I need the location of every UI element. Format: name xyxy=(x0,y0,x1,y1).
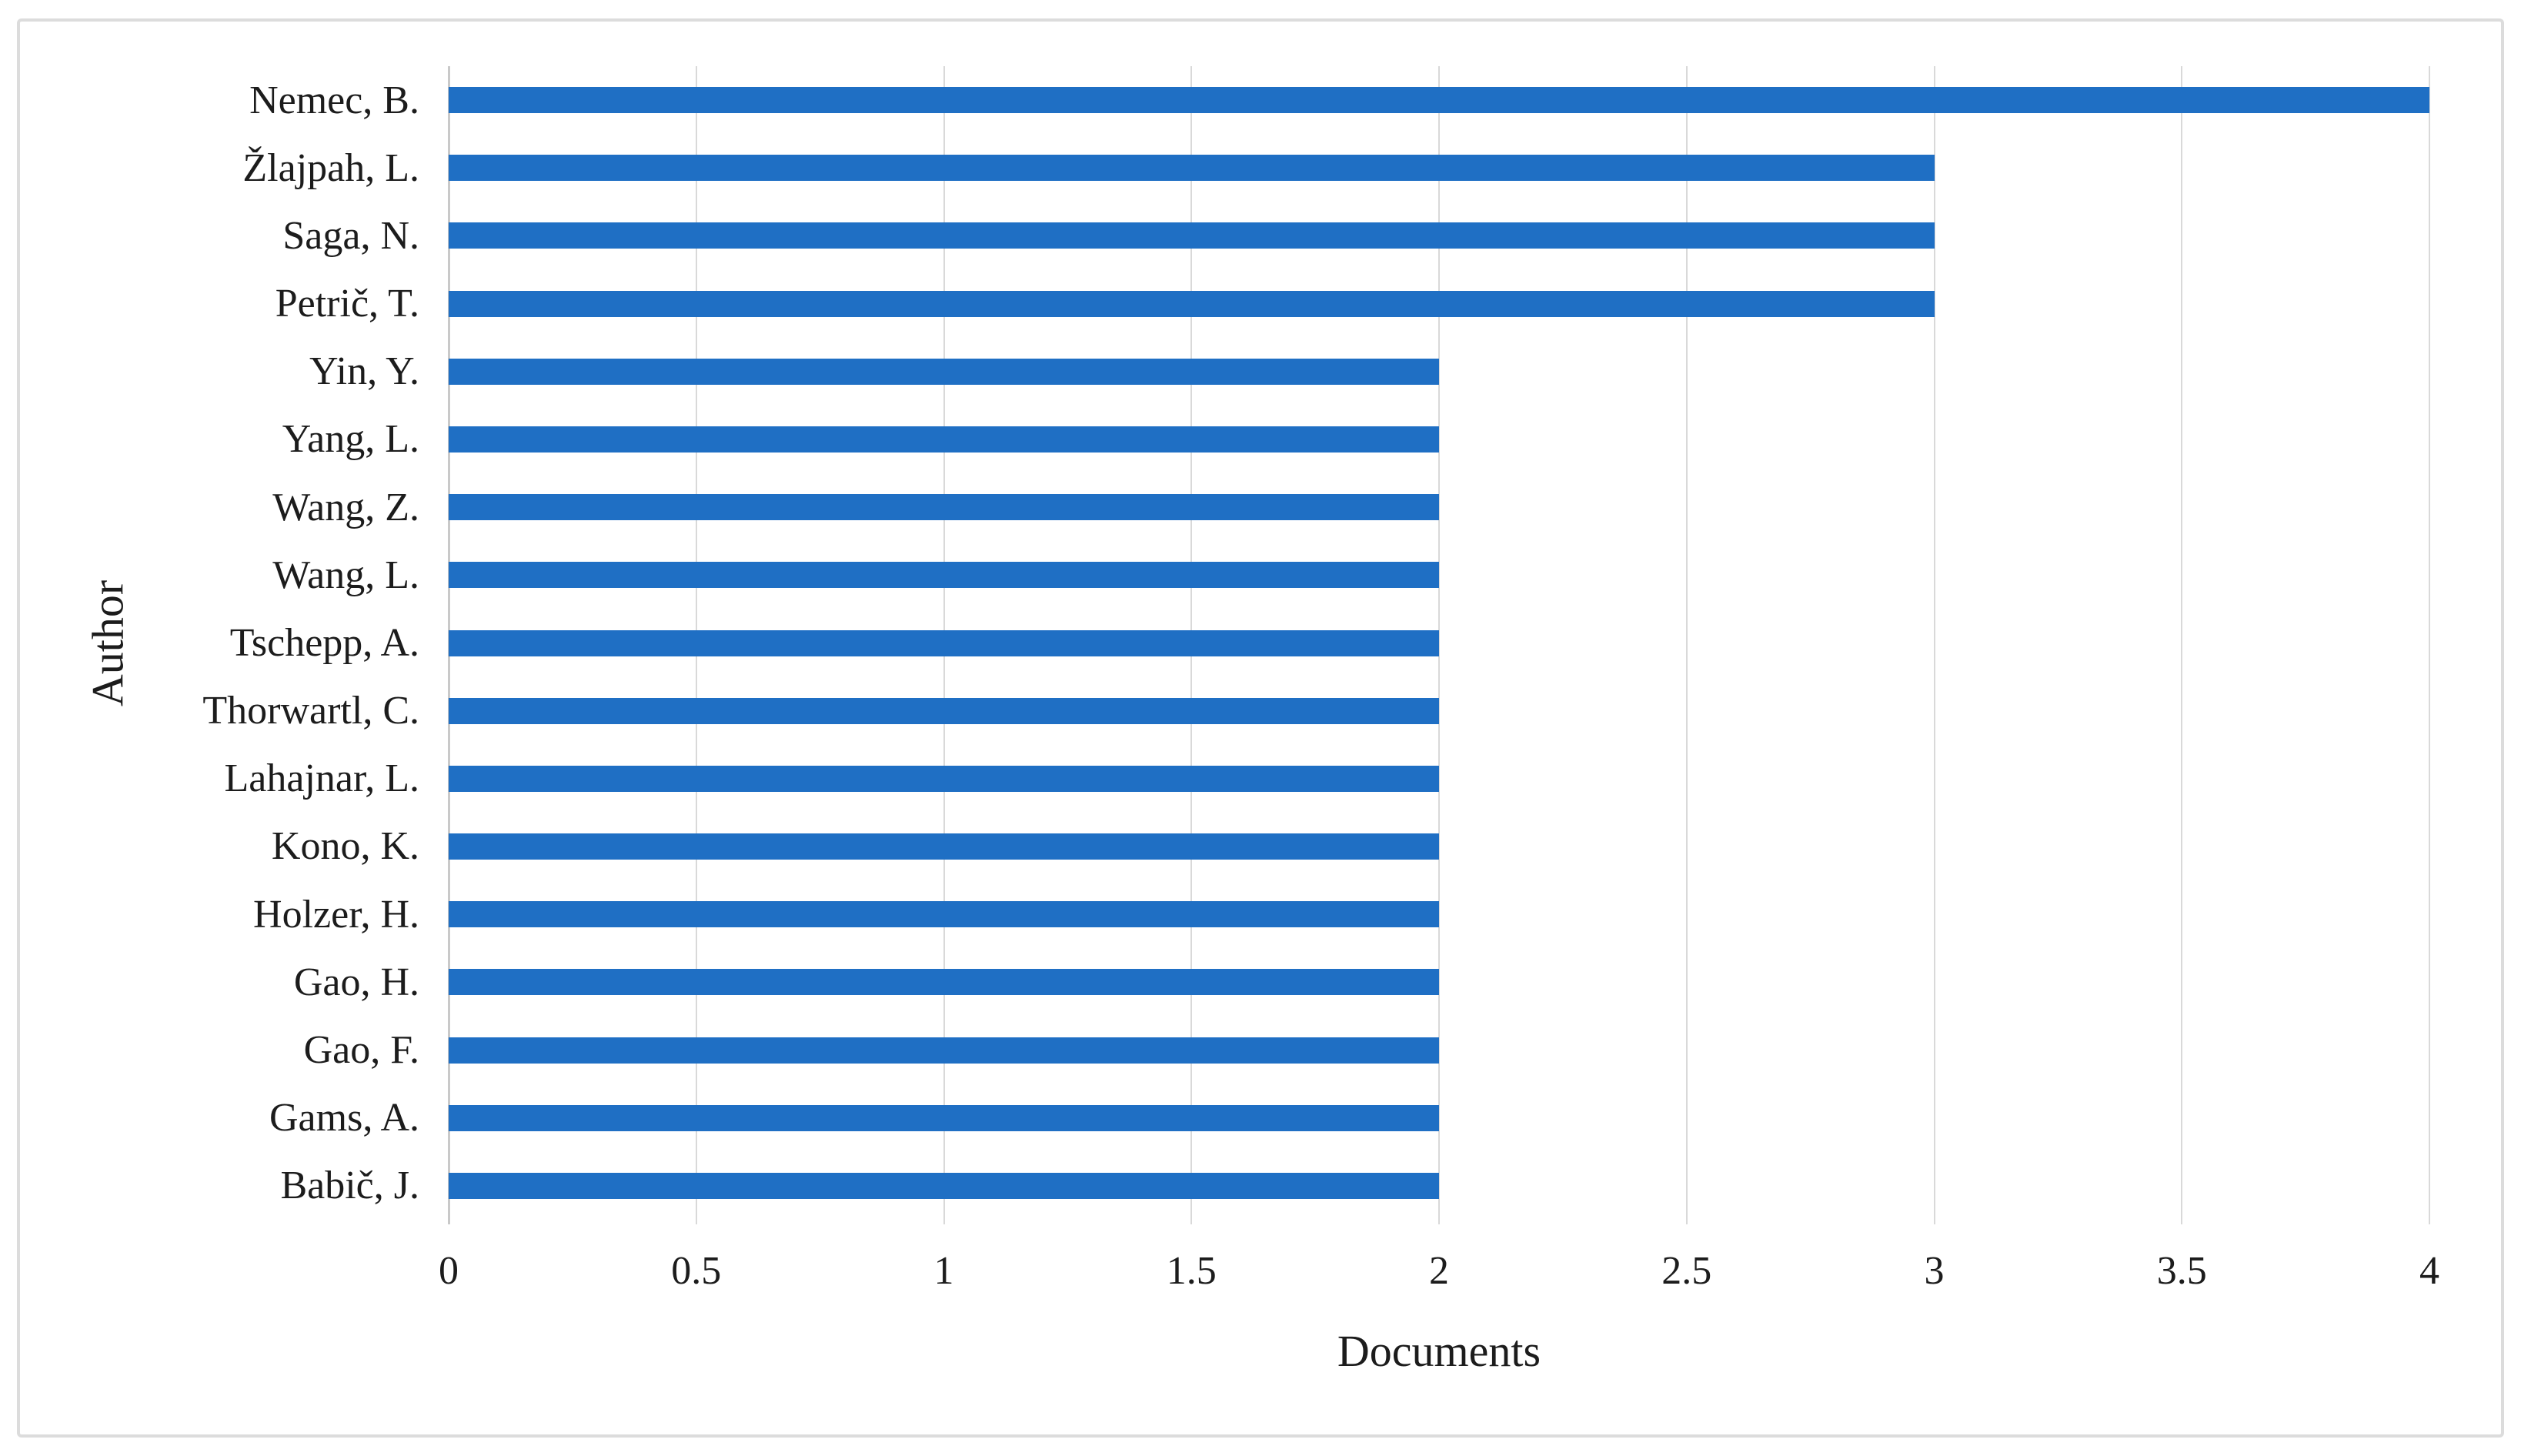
bar xyxy=(449,697,1439,724)
category-label: Tschepp, A. xyxy=(229,620,419,665)
category-label: Yang, L. xyxy=(282,417,419,462)
bar xyxy=(449,155,1935,182)
x-tick-label: 0 xyxy=(439,1249,459,1293)
gridline xyxy=(2429,66,2430,1224)
category-label: Babič, J. xyxy=(280,1164,419,1208)
x-tick-label: 1.5 xyxy=(1166,1249,1217,1293)
category-label: Žlajpah, L. xyxy=(242,145,419,190)
x-tick-label: 3.5 xyxy=(2156,1249,2207,1293)
bar xyxy=(449,833,1439,860)
figure-border xyxy=(17,18,2504,1438)
bar xyxy=(449,629,1439,656)
bar xyxy=(449,1037,1439,1064)
x-tick-label: 3 xyxy=(1924,1249,1945,1293)
gridline xyxy=(1933,66,1935,1224)
x-tick-label: 4 xyxy=(2419,1249,2439,1293)
category-label: Gams, A. xyxy=(269,1096,419,1140)
category-label: Wang, L. xyxy=(272,553,419,597)
category-label: Holzer, H. xyxy=(253,892,419,937)
x-tick-label: 0.5 xyxy=(671,1249,722,1293)
bar xyxy=(449,969,1439,996)
category-label: Saga, N. xyxy=(282,213,419,258)
bar xyxy=(449,1172,1439,1199)
category-label: Gao, F. xyxy=(303,1027,419,1072)
category-label: Yin, Y. xyxy=(309,349,419,394)
bar xyxy=(449,87,2429,114)
gridline xyxy=(1685,66,1688,1224)
gridline xyxy=(2181,66,2183,1224)
x-axis-title: Documents xyxy=(1337,1326,1541,1376)
gridline xyxy=(1438,66,1440,1224)
bar xyxy=(449,1104,1439,1131)
bar xyxy=(449,494,1439,521)
category-label: Kono, K. xyxy=(271,824,419,869)
category-label: Gao, H. xyxy=(293,960,419,1004)
category-label: Thorwartl, C. xyxy=(202,689,419,733)
bar xyxy=(449,901,1439,928)
bar xyxy=(449,426,1439,452)
y-axis-title: Author xyxy=(82,579,133,707)
category-label: Petrič, T. xyxy=(275,282,419,326)
y-axis-category-labels: Nemec, B. Žlajpah, L. Saga, N. Petrič, T. Yi… xyxy=(115,66,419,1220)
bar xyxy=(449,765,1439,792)
x-tick-label: 2.5 xyxy=(1661,1249,1712,1293)
category-label: Nemec, B. xyxy=(249,78,419,122)
x-tick-label: 1 xyxy=(933,1249,954,1293)
bar xyxy=(449,290,1935,317)
bar xyxy=(449,562,1439,589)
category-label: Wang, Z. xyxy=(272,485,419,529)
category-label: Lahajnar, L. xyxy=(224,756,419,801)
bar xyxy=(449,222,1935,249)
bar xyxy=(449,358,1439,385)
x-tick-label: 2 xyxy=(1429,1249,1449,1293)
